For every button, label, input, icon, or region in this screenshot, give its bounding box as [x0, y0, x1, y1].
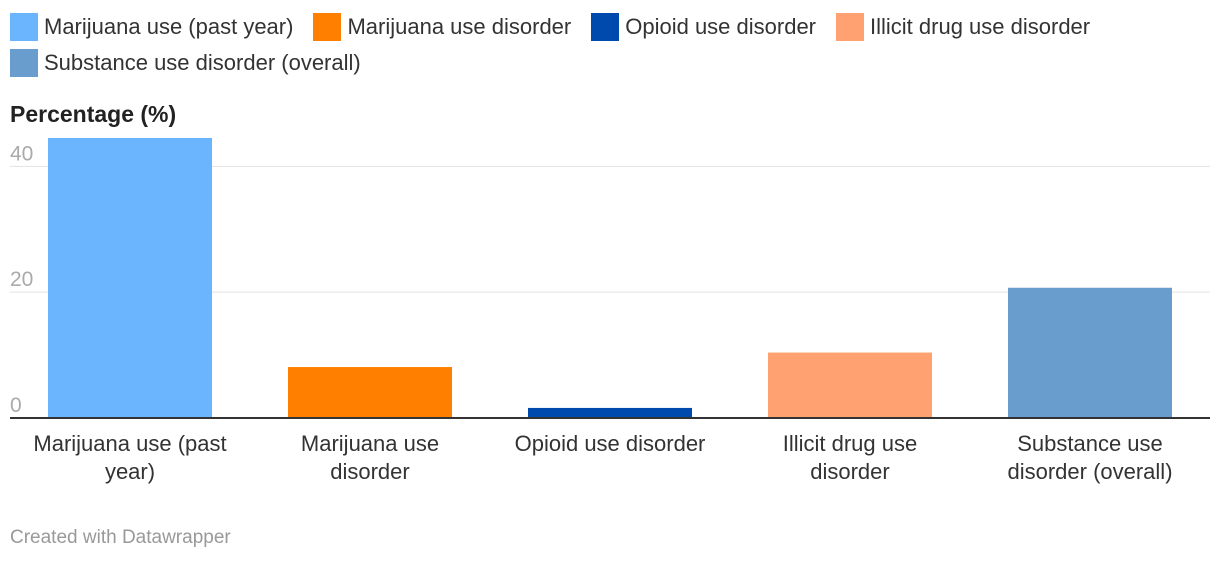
legend-label: Illicit drug use disorder: [870, 14, 1091, 39]
credit-line: Created with Datawrapper: [10, 527, 231, 548]
legend-item-opioid-use-disorder: Opioid use disorder: [591, 12, 816, 42]
y-axis-title: Percentage (%): [10, 101, 177, 127]
chart-legend: Marijuana use (past year) Marijuana use …: [10, 12, 1210, 78]
legend-item-marijuana-use-disorder: Marijuana use disorder: [313, 12, 571, 42]
x-tick-label: Opioid use disorder: [515, 431, 706, 456]
bar: [1008, 287, 1172, 418]
legend-label: Marijuana use disorder: [347, 14, 572, 39]
bar: [768, 352, 932, 418]
legend-swatch: [313, 13, 342, 41]
y-tick-label: 0: [10, 394, 22, 417]
bar: [288, 367, 452, 418]
y-tick-label: 20: [10, 268, 33, 291]
bar: [48, 138, 212, 418]
x-tick-label: Marijuana use (past year): [33, 431, 226, 484]
legend-swatch: [10, 13, 38, 41]
bar: [528, 407, 692, 418]
legend-swatch: [836, 13, 865, 41]
legend-swatch: [591, 13, 620, 41]
legend-label: Marijuana use (past year): [44, 14, 294, 39]
legend-label: Opioid use disorder: [625, 14, 817, 39]
x-tick-label: Substance use disorder (overall): [1007, 431, 1172, 484]
legend-label: Substance use disorder (overall): [44, 50, 361, 75]
legend-swatch: [10, 49, 38, 77]
y-tick-label: 40: [10, 142, 33, 165]
legend-item-illicit-drug-use-disorder: Illicit drug use disorder: [836, 12, 1090, 42]
x-tick-label: Illicit drug use disorder: [783, 431, 918, 484]
legend-item-marijuana-use: Marijuana use (past year): [10, 12, 293, 42]
legend-item-substance-use-disorder: Substance use disorder (overall): [10, 48, 361, 78]
x-tick-label: Marijuana use disorder: [301, 431, 439, 484]
